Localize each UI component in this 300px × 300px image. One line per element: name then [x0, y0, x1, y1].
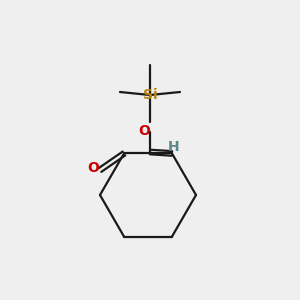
Text: O: O	[138, 124, 150, 138]
Text: H: H	[168, 140, 180, 154]
Text: O: O	[87, 161, 99, 175]
Text: Si: Si	[143, 88, 157, 102]
